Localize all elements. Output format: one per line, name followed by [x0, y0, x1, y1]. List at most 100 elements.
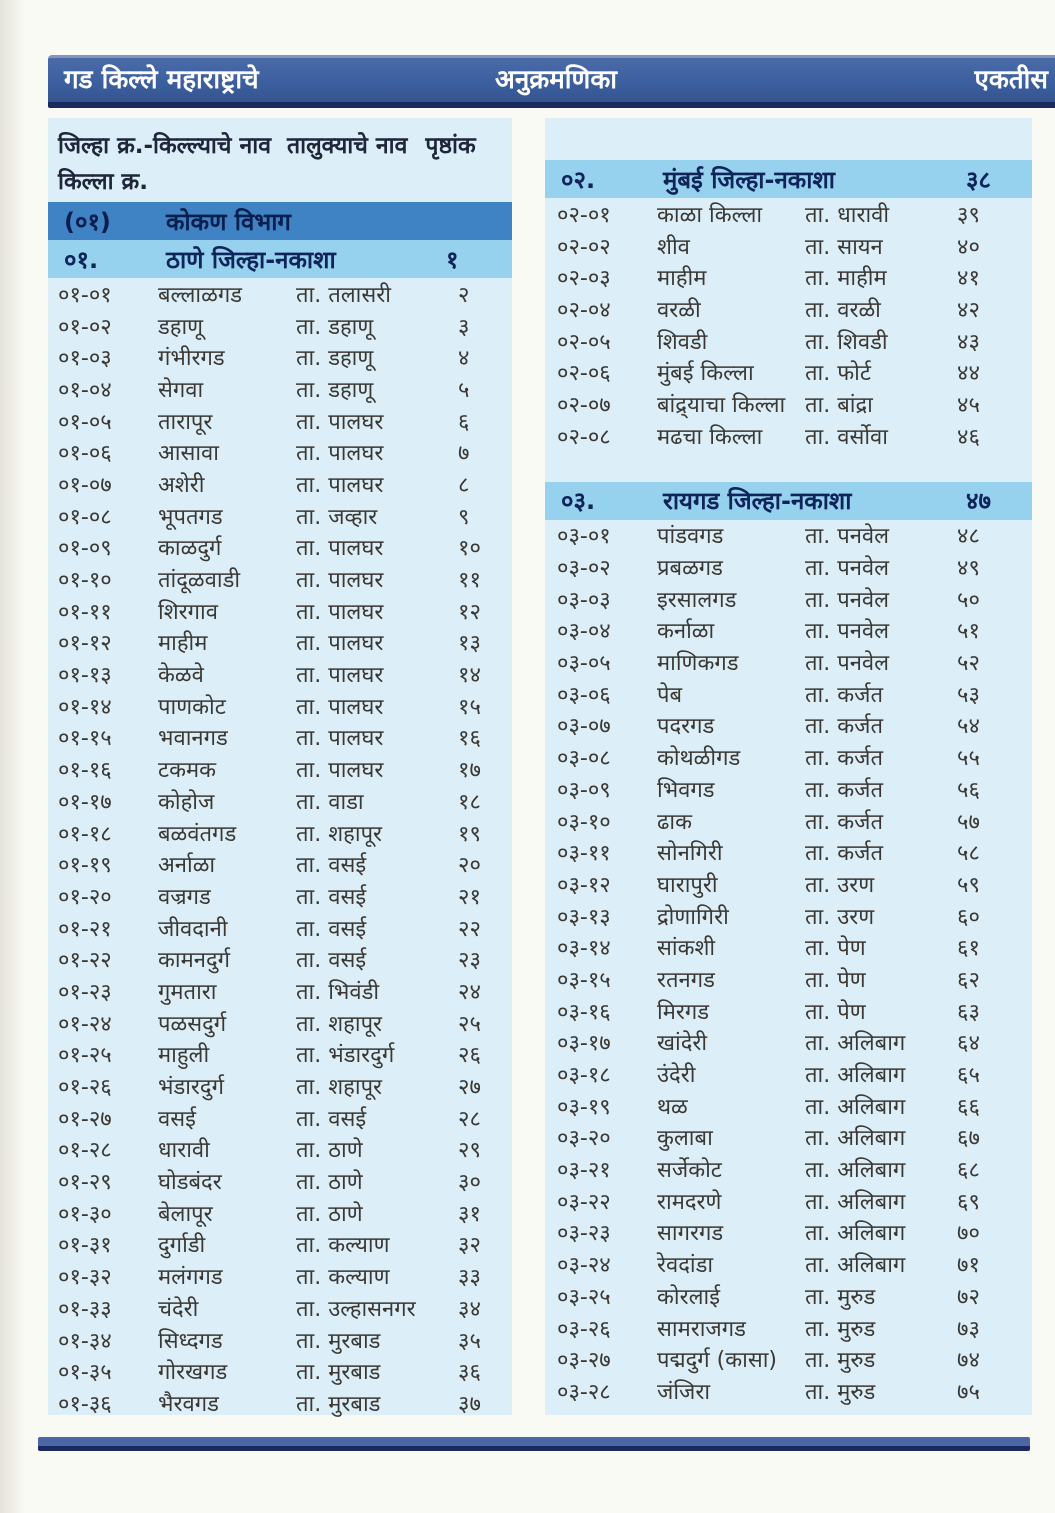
page-number: ६८ [957, 1158, 980, 1184]
page-number: १७ [458, 758, 481, 784]
fort-code: ०१-०८ [58, 504, 112, 530]
fort-code: ०१-२६ [58, 1075, 112, 1101]
page-number: ६१ [957, 936, 980, 962]
toc-row: ०१-३१ दुर्गाडी ता. कल्याण ३२ [58, 1231, 504, 1263]
toc-row: ०१-१४ पाणकोट ता. पालघर १५ [58, 692, 504, 724]
fort-name: कोथळीगड [657, 746, 741, 772]
taluka-name: ता. पालघर [296, 536, 384, 562]
taluka-name: ता. कर्जत [805, 746, 883, 772]
taluka-name: ता. वसई [296, 1106, 367, 1132]
toc-row: ०१-२३ गुमतारा ता. भिवंडी २४ [58, 977, 504, 1009]
page-number: ५० [957, 587, 980, 613]
fort-name: भिवगड [657, 777, 715, 803]
toc-row: ०३-०६ पेब ता. कर्जत ५३ [557, 680, 1024, 712]
page-number: ६२ [957, 967, 980, 993]
toc-row: ०३-०२ प्रबळगड ता. पनवेल ४९ [557, 553, 1024, 585]
section-page-number: १ [446, 245, 459, 274]
fort-name: सांकशी [657, 936, 716, 962]
fort-code: ०२-०८ [557, 424, 611, 450]
fort-name: गुमतारा [158, 979, 217, 1005]
toc-row: ०१-१६ टकमक ता. पालघर १७ [58, 755, 504, 787]
fort-code: ०३-२७ [557, 1348, 611, 1374]
taluka-name: ता. पालघर [296, 599, 384, 625]
taluka-name: ता. अलिबाग [805, 1158, 906, 1184]
fort-code: ०३-२५ [557, 1284, 611, 1310]
page-number: ४५ [957, 392, 980, 418]
taluka-name: ता. मुरुड [805, 1316, 876, 1342]
page-number: ५९ [957, 872, 980, 898]
fort-name: सेगवा [158, 377, 204, 403]
taluka-name: ता. जव्हार [296, 504, 378, 530]
page-number: ६९ [957, 1189, 980, 1215]
division-code: (०१) [64, 207, 111, 236]
fort-name: उंदेरी [657, 1063, 696, 1089]
fort-code: ०१-३१ [58, 1233, 112, 1259]
fort-code: ०२-०६ [557, 361, 611, 387]
toc-row: ०३-२१ सर्जेकोट ता. अलिबाग ६८ [557, 1155, 1024, 1187]
toc-row: ०२-०२ शीव ता. सायन ४० [557, 232, 1024, 264]
fort-name: भूपतगड [158, 504, 223, 530]
page-number: ४३ [957, 329, 980, 355]
division-band-konkan: (०१) कोकण विभाग [48, 202, 512, 240]
column-headers: जिल्हा क्र.-किल्ल्याचे नाव तालुक्याचे ना… [58, 124, 504, 202]
fort-name: शिवडी [657, 329, 708, 355]
toc-row: ०१-०२ डहाणू ता. डहाणू ३ [58, 312, 504, 344]
section-code: ०२. [561, 165, 596, 194]
taluka-name: ता. तलासरी [296, 282, 391, 308]
taluka-name: ता. ठाणे [296, 1170, 363, 1196]
fort-code: ०३-१७ [557, 1031, 611, 1057]
fort-code: ०१-२८ [58, 1138, 112, 1164]
page-number: १९ [458, 821, 481, 847]
taluka-name: ता. अलिबाग [805, 1063, 906, 1089]
taluka-name: ता. शहापूर [296, 1011, 383, 1037]
fort-code: ०३-२६ [557, 1316, 611, 1342]
fort-name: घारापुरी [657, 872, 718, 898]
taluka-name: ता. मुरबाड [296, 1391, 381, 1417]
fort-code: ०३-२० [557, 1126, 611, 1152]
fort-code: ०३-०६ [557, 682, 611, 708]
fort-code: ०३-०८ [557, 746, 611, 772]
fort-name: भवानगड [158, 726, 228, 752]
toc-row: ०१-२१ जीवदानी ता. वसई २२ [58, 914, 504, 946]
fort-name: इरसालगड [657, 587, 737, 613]
taluka-name: ता. अलिबाग [805, 1221, 906, 1247]
toc-content: जिल्हा क्र.-किल्ल्याचे नाव तालुक्याचे ना… [48, 118, 1032, 1415]
toc-row: ०१-३२ मलंगगड ता. कल्याण ३३ [58, 1262, 504, 1294]
fort-code: ०१-१८ [58, 821, 112, 847]
fort-code: ०३-०१ [557, 524, 611, 550]
toc-row: ०३-११ सोनगिरी ता. कर्जत ५८ [557, 838, 1024, 870]
fort-code: ०१-१२ [58, 631, 112, 657]
taluka-name: ता. पालघर [296, 472, 384, 498]
fort-code: ०१-०६ [58, 441, 112, 467]
taluka-name: ता. पनवेल [805, 556, 890, 582]
fort-name: कुलाबा [657, 1126, 713, 1152]
fort-code: ०३-१२ [557, 872, 611, 898]
col-header-district-fort: जिल्हा क्र.-किल्ल्याचे नाव [58, 133, 271, 159]
fort-name: धारावी [158, 1138, 210, 1164]
fort-code: ०१-३५ [58, 1360, 112, 1386]
page-number: २३ [458, 948, 481, 974]
page-number: ३६ [458, 1360, 481, 1386]
page-number: १० [458, 536, 481, 562]
fort-code: ०१-१९ [58, 853, 112, 879]
taluka-name: ता. उल्हासनगर [296, 1296, 416, 1322]
page-number: ७१ [957, 1253, 980, 1279]
toc-row: ०१-१३ केळवे ता. पालघर १४ [58, 660, 504, 692]
taluka-name: ता. पालघर [296, 631, 384, 657]
fort-code: ०१-२० [58, 884, 112, 910]
fort-name: मलंगगड [158, 1265, 223, 1291]
page-number: २० [458, 853, 481, 879]
toc-row: ०१-२० वज्रगड ता. वसई २१ [58, 882, 504, 914]
fort-code: ०१-०१ [58, 282, 112, 308]
toc-row: ०३-१४ सांकशी ता. पेण ६१ [557, 933, 1024, 965]
fort-code: ०३-०३ [557, 587, 611, 613]
fort-name: दुर्गाडी [158, 1233, 206, 1259]
fort-name: थळ [657, 1094, 688, 1120]
page-number: ४२ [957, 297, 980, 323]
fort-name: पद्मदुर्ग (कासा) [657, 1348, 778, 1374]
section-title: रायगड जिल्हा-नकाशा [663, 487, 852, 515]
fort-name: कर्नाळा [657, 619, 715, 645]
fort-code: ०३-१६ [557, 999, 611, 1025]
fort-name: खांदेरी [657, 1031, 708, 1057]
page-number: ४० [957, 234, 980, 260]
